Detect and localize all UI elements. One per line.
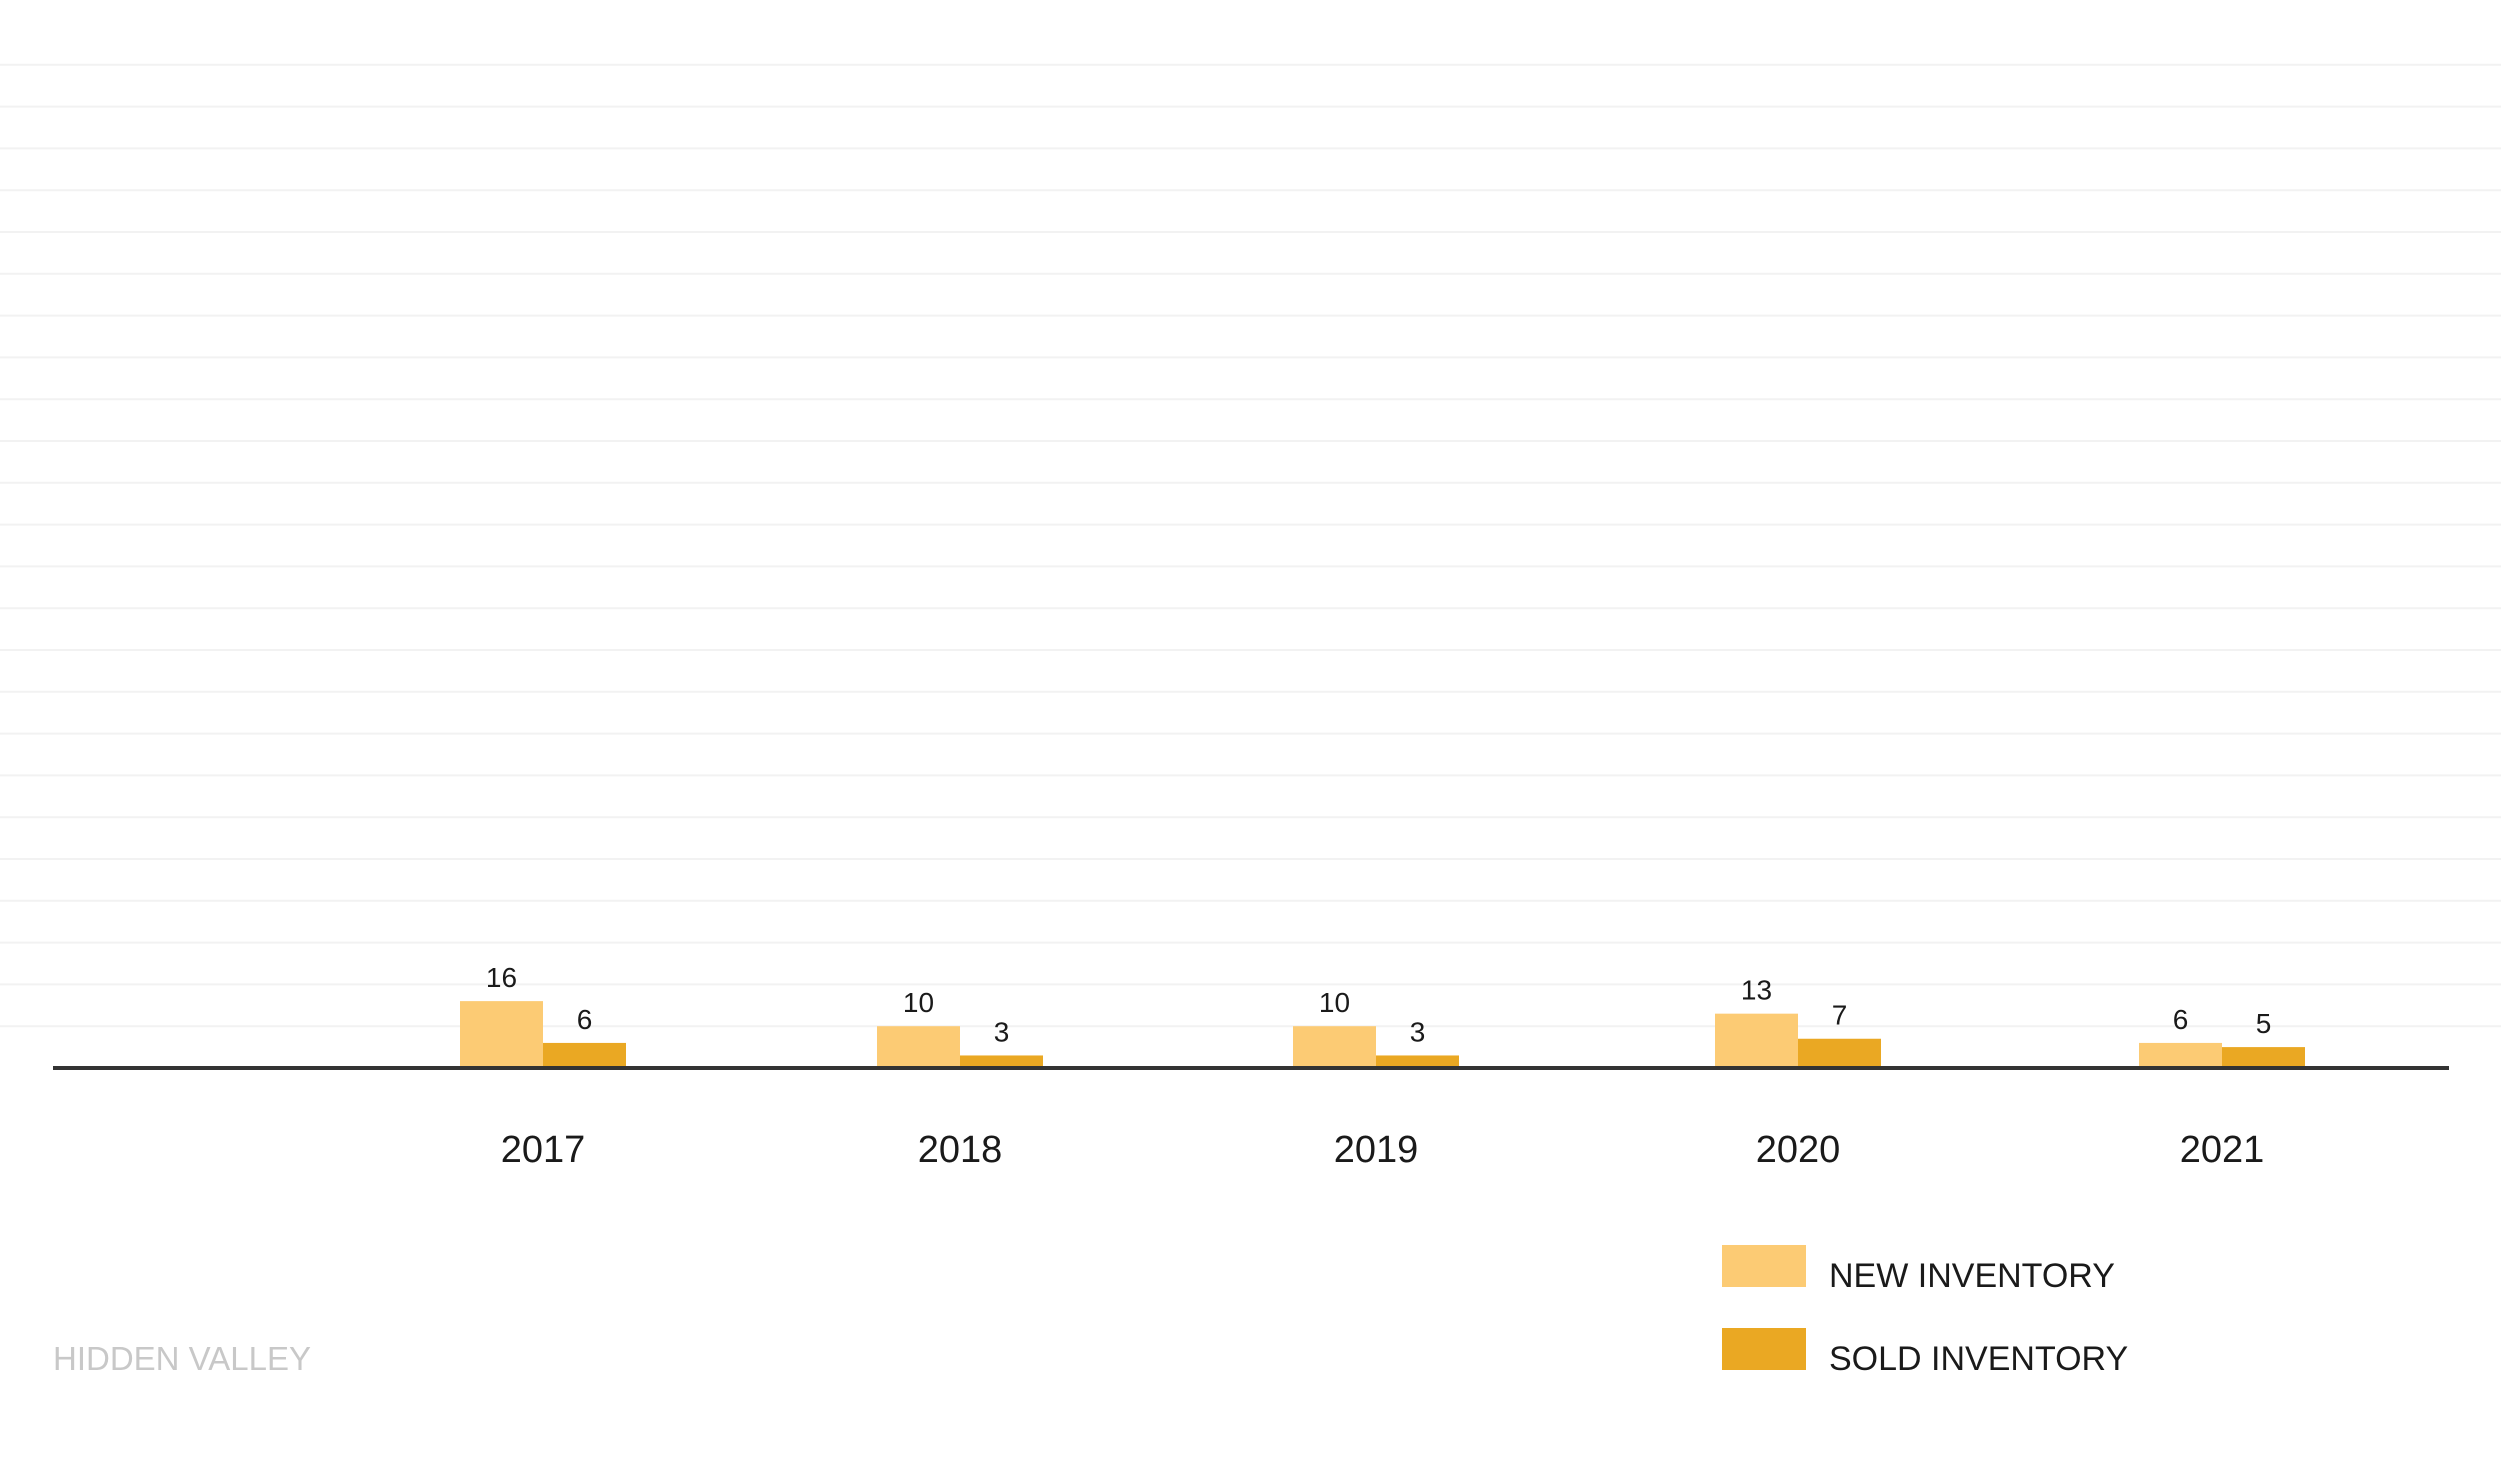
data-label-sold-inventory-2020: 7 (1832, 1000, 1848, 1031)
x-tick-label-2020: 2020 (1756, 1129, 1841, 1171)
data-label-new-inventory-2021: 6 (2173, 1004, 2189, 1035)
bar-sold-inventory-2021 (2222, 1047, 2305, 1068)
x-tick-label-2017: 2017 (501, 1129, 586, 1171)
data-label-sold-inventory-2017: 6 (577, 1004, 593, 1035)
bar-new-inventory-2018 (877, 1026, 960, 1068)
data-label-sold-inventory-2021: 5 (2256, 1008, 2272, 1039)
gridlines (0, 63, 2501, 1028)
bar-sold-inventory-2020 (1798, 1038, 1881, 1068)
bar-sold-inventory-2017 (543, 1042, 626, 1068)
bar-sold-inventory-2019 (1376, 1055, 1459, 1068)
legend: NEW INVENTORY SOLD INVENTORY (1722, 1245, 2128, 1378)
x-tick-label-2019: 2019 (1334, 1129, 1419, 1171)
footer-label: HIDDEN VALLEY (53, 1340, 311, 1377)
bar-new-inventory-2017 (460, 1001, 543, 1068)
bar-sold-inventory-2018 (960, 1055, 1043, 1068)
x-axis-ticks: 2017 2018 2019 2020 2021 (501, 1129, 2265, 1171)
data-label-new-inventory-2017: 16 (486, 962, 517, 993)
bar-new-inventory-2021 (2139, 1042, 2222, 1068)
legend-label-new-inventory: NEW INVENTORY (1829, 1257, 2115, 1295)
data-labels: 16 6 10 3 10 3 13 7 6 5 (486, 962, 2271, 1047)
legend-label-sold-inventory: SOLD INVENTORY (1829, 1340, 2128, 1378)
bar-new-inventory-2020 (1715, 1013, 1798, 1068)
data-label-new-inventory-2020: 13 (1741, 975, 1772, 1006)
bars (460, 1001, 2305, 1068)
data-label-new-inventory-2018: 10 (903, 987, 934, 1018)
legend-swatch-new-inventory (1722, 1245, 1806, 1287)
x-tick-label-2018: 2018 (918, 1129, 1003, 1171)
data-label-new-inventory-2019: 10 (1319, 987, 1350, 1018)
data-label-sold-inventory-2019: 3 (1410, 1016, 1426, 1047)
legend-swatch-sold-inventory (1722, 1328, 1806, 1370)
bar-new-inventory-2019 (1293, 1026, 1376, 1068)
data-label-sold-inventory-2018: 3 (994, 1016, 1010, 1047)
x-tick-label-2021: 2021 (2180, 1129, 2265, 1171)
